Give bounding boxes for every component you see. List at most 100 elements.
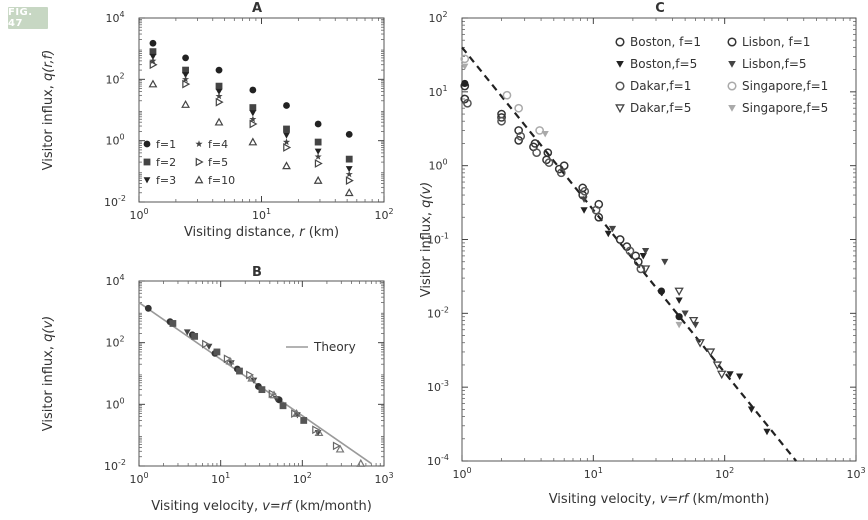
chart-a-point-f-4 (215, 92, 223, 100)
chart-a-point-f-4 (345, 170, 353, 178)
chart-c-point-dakar-f-5 (717, 370, 727, 380)
chart-a-point-f-5 (215, 97, 224, 107)
chart-c-series-lisbon-f-1 (460, 81, 641, 261)
chart-b-point-f-2 (191, 332, 199, 340)
chart-a-x-tick-label-1: 101 (252, 207, 271, 222)
chart-b-point-f-2 (169, 320, 177, 327)
chart-a-legend-marker-f-2 (143, 158, 151, 166)
chart-a-point-f-5 (283, 143, 292, 152)
chart-a-point-f-3 (283, 132, 290, 139)
chart-a-point-f-5 (345, 176, 354, 185)
chart-a-legend-label-f-1: f=1 (156, 138, 176, 151)
chart-b-series-f-10 (225, 356, 366, 467)
chart-a-series-f-10 (148, 79, 354, 197)
chart-c-y-tick-label-6: 102 (428, 10, 447, 25)
chart-a-x-tick-label-0: 100 (129, 207, 148, 222)
chart-b-series-f-2 (169, 320, 308, 424)
chart-a-point-f-1 (249, 86, 257, 94)
chart-b-x-tick-label-2: 102 (293, 471, 312, 486)
chart-b-point-f-5 (202, 339, 211, 349)
chart-c-point-dakar-f-5 (688, 316, 699, 326)
chart-c-point-singapore-f-5 (675, 321, 683, 329)
chart-a-title: A (252, 1, 262, 16)
chart-c-point-dakar-f-5 (712, 361, 723, 370)
chart-c-point-boston-f-5 (736, 373, 744, 380)
chart-c-point-boston-f-5 (580, 207, 588, 214)
chart-c-point-lisbon-f-5 (681, 310, 689, 317)
chart-c-point-boston-f-5 (675, 297, 683, 304)
chart-a-point-f-1 (314, 120, 322, 128)
chart-c-y-tick-label-1: 10-3 (427, 379, 449, 394)
chart-c-point-boston-f-1-filled (675, 313, 683, 321)
chart-b-y-tick-label-3: 104 (105, 273, 124, 288)
chart-b-point-f-10 (269, 390, 279, 399)
chart-c-legend-label-lisbon-f-1: Lisbon, f=1 (742, 35, 810, 49)
chart-c-point-boston-f-1 (514, 136, 524, 145)
chart-a-point-f-3 (149, 53, 157, 61)
chart-c-legend-label-singapore-f-1: Singapore,f=1 (742, 79, 828, 93)
chart-b-point-f-5 (223, 354, 232, 364)
chart-c-series-dakar-f-5 (640, 265, 727, 380)
chart-c-legend-marker-boston-f-1 (615, 37, 625, 47)
chart-b-point-f-10 (247, 373, 257, 382)
chart-c-y-tick-label-2: 10-2 (427, 305, 449, 320)
chart-a-legend-label-f-3: f=3 (156, 174, 176, 187)
chart-c-point-lisbon-f-1 (631, 251, 641, 261)
chart-b-point-f-10 (292, 408, 301, 417)
chart-b-point-f-1 (144, 304, 152, 312)
chart-b-point-f-2 (213, 348, 221, 356)
chart-c-series-boston-f-1-filled (461, 79, 683, 321)
chart-c-point-singapore-f-1 (502, 90, 512, 100)
chart-c-point-boston-f-5 (763, 428, 771, 436)
chart-c-legend-label-boston-f-5: Boston,f=5 (630, 57, 697, 71)
chart-c-point-boston-f-1-filled (461, 79, 469, 88)
chart-a-point-f-4 (182, 75, 190, 83)
chart-b-point-f-10 (314, 428, 324, 437)
chart-c-point-lisbon-f-5 (641, 248, 650, 255)
chart-c-x-tick-label-0: 100 (452, 466, 471, 481)
chart-a-legend-label-f-10: f=10 (208, 174, 235, 187)
chart-c-point-boston-f-5 (726, 371, 734, 378)
chart-a-y-tick-label-2: 102 (105, 71, 124, 86)
chart-b-point-f-3 (227, 360, 235, 367)
chart-a-point-f-4 (314, 153, 322, 160)
chart-a-x-axis-label: Visiting distance, r (km) (184, 225, 339, 240)
chart-b-x-tick-label-0: 100 (129, 471, 148, 486)
chart-c-series-singapore-f-1 (460, 54, 544, 135)
chart-c-point-dakar-f-1 (556, 168, 566, 178)
chart-a-point-f-4 (282, 138, 291, 146)
chart-b-x-tick-label-3: 103 (374, 471, 393, 486)
chart-c-legend-marker-lisbon-f-1 (727, 37, 737, 47)
chart-c-point-dakar-f-5 (640, 265, 651, 274)
chart-a-point-f-3 (215, 88, 223, 95)
chart-c-point-singapore-f-1 (535, 126, 544, 135)
chart-a-point-f-5 (249, 119, 258, 129)
chart-c-point-boston-f-1 (594, 212, 604, 222)
chart-a-series-f-2 (149, 48, 353, 163)
chart-c-point-lisbon-f-5 (608, 225, 617, 233)
chart-c-point-singapore-f-5 (461, 63, 469, 71)
chart-a-point-f-10 (181, 99, 190, 108)
chart-a-y-axis-label: Visitor influx, q(r,f) (41, 50, 56, 171)
chart-b-point-f-2 (236, 367, 243, 375)
chart-c-title: C (655, 1, 665, 16)
chart-c-legend-label-singapore-f-5: Singapore,f=5 (742, 101, 828, 115)
chart-c-point-dakar-f-5 (674, 287, 684, 297)
chart-c-point-lisbon-f-5 (580, 196, 588, 203)
chart-c-point-dakar-f-1 (532, 148, 541, 158)
chart-c-y-tick-label-4: 100 (428, 158, 447, 173)
chart-a-point-f-10 (282, 161, 291, 170)
chart-a-y-tick-label-3: 104 (105, 10, 124, 25)
chart-c-x-tick-label-1: 101 (584, 466, 603, 481)
chart-c-point-singapore-f-5 (541, 130, 549, 138)
chart-c-point-dakar-f-1 (591, 205, 601, 215)
chart-a-series-f-5 (149, 60, 354, 185)
chart-a-legend-marker-f-4 (195, 140, 203, 147)
chart-c-y-tick-label-0: 10-4 (427, 453, 449, 468)
chart-a-point-f-2 (182, 66, 189, 74)
chart-a-point-f-5 (182, 79, 191, 89)
chart-c-point-dakar-f-1 (544, 158, 554, 167)
chart-b-point-f-2 (279, 402, 287, 410)
